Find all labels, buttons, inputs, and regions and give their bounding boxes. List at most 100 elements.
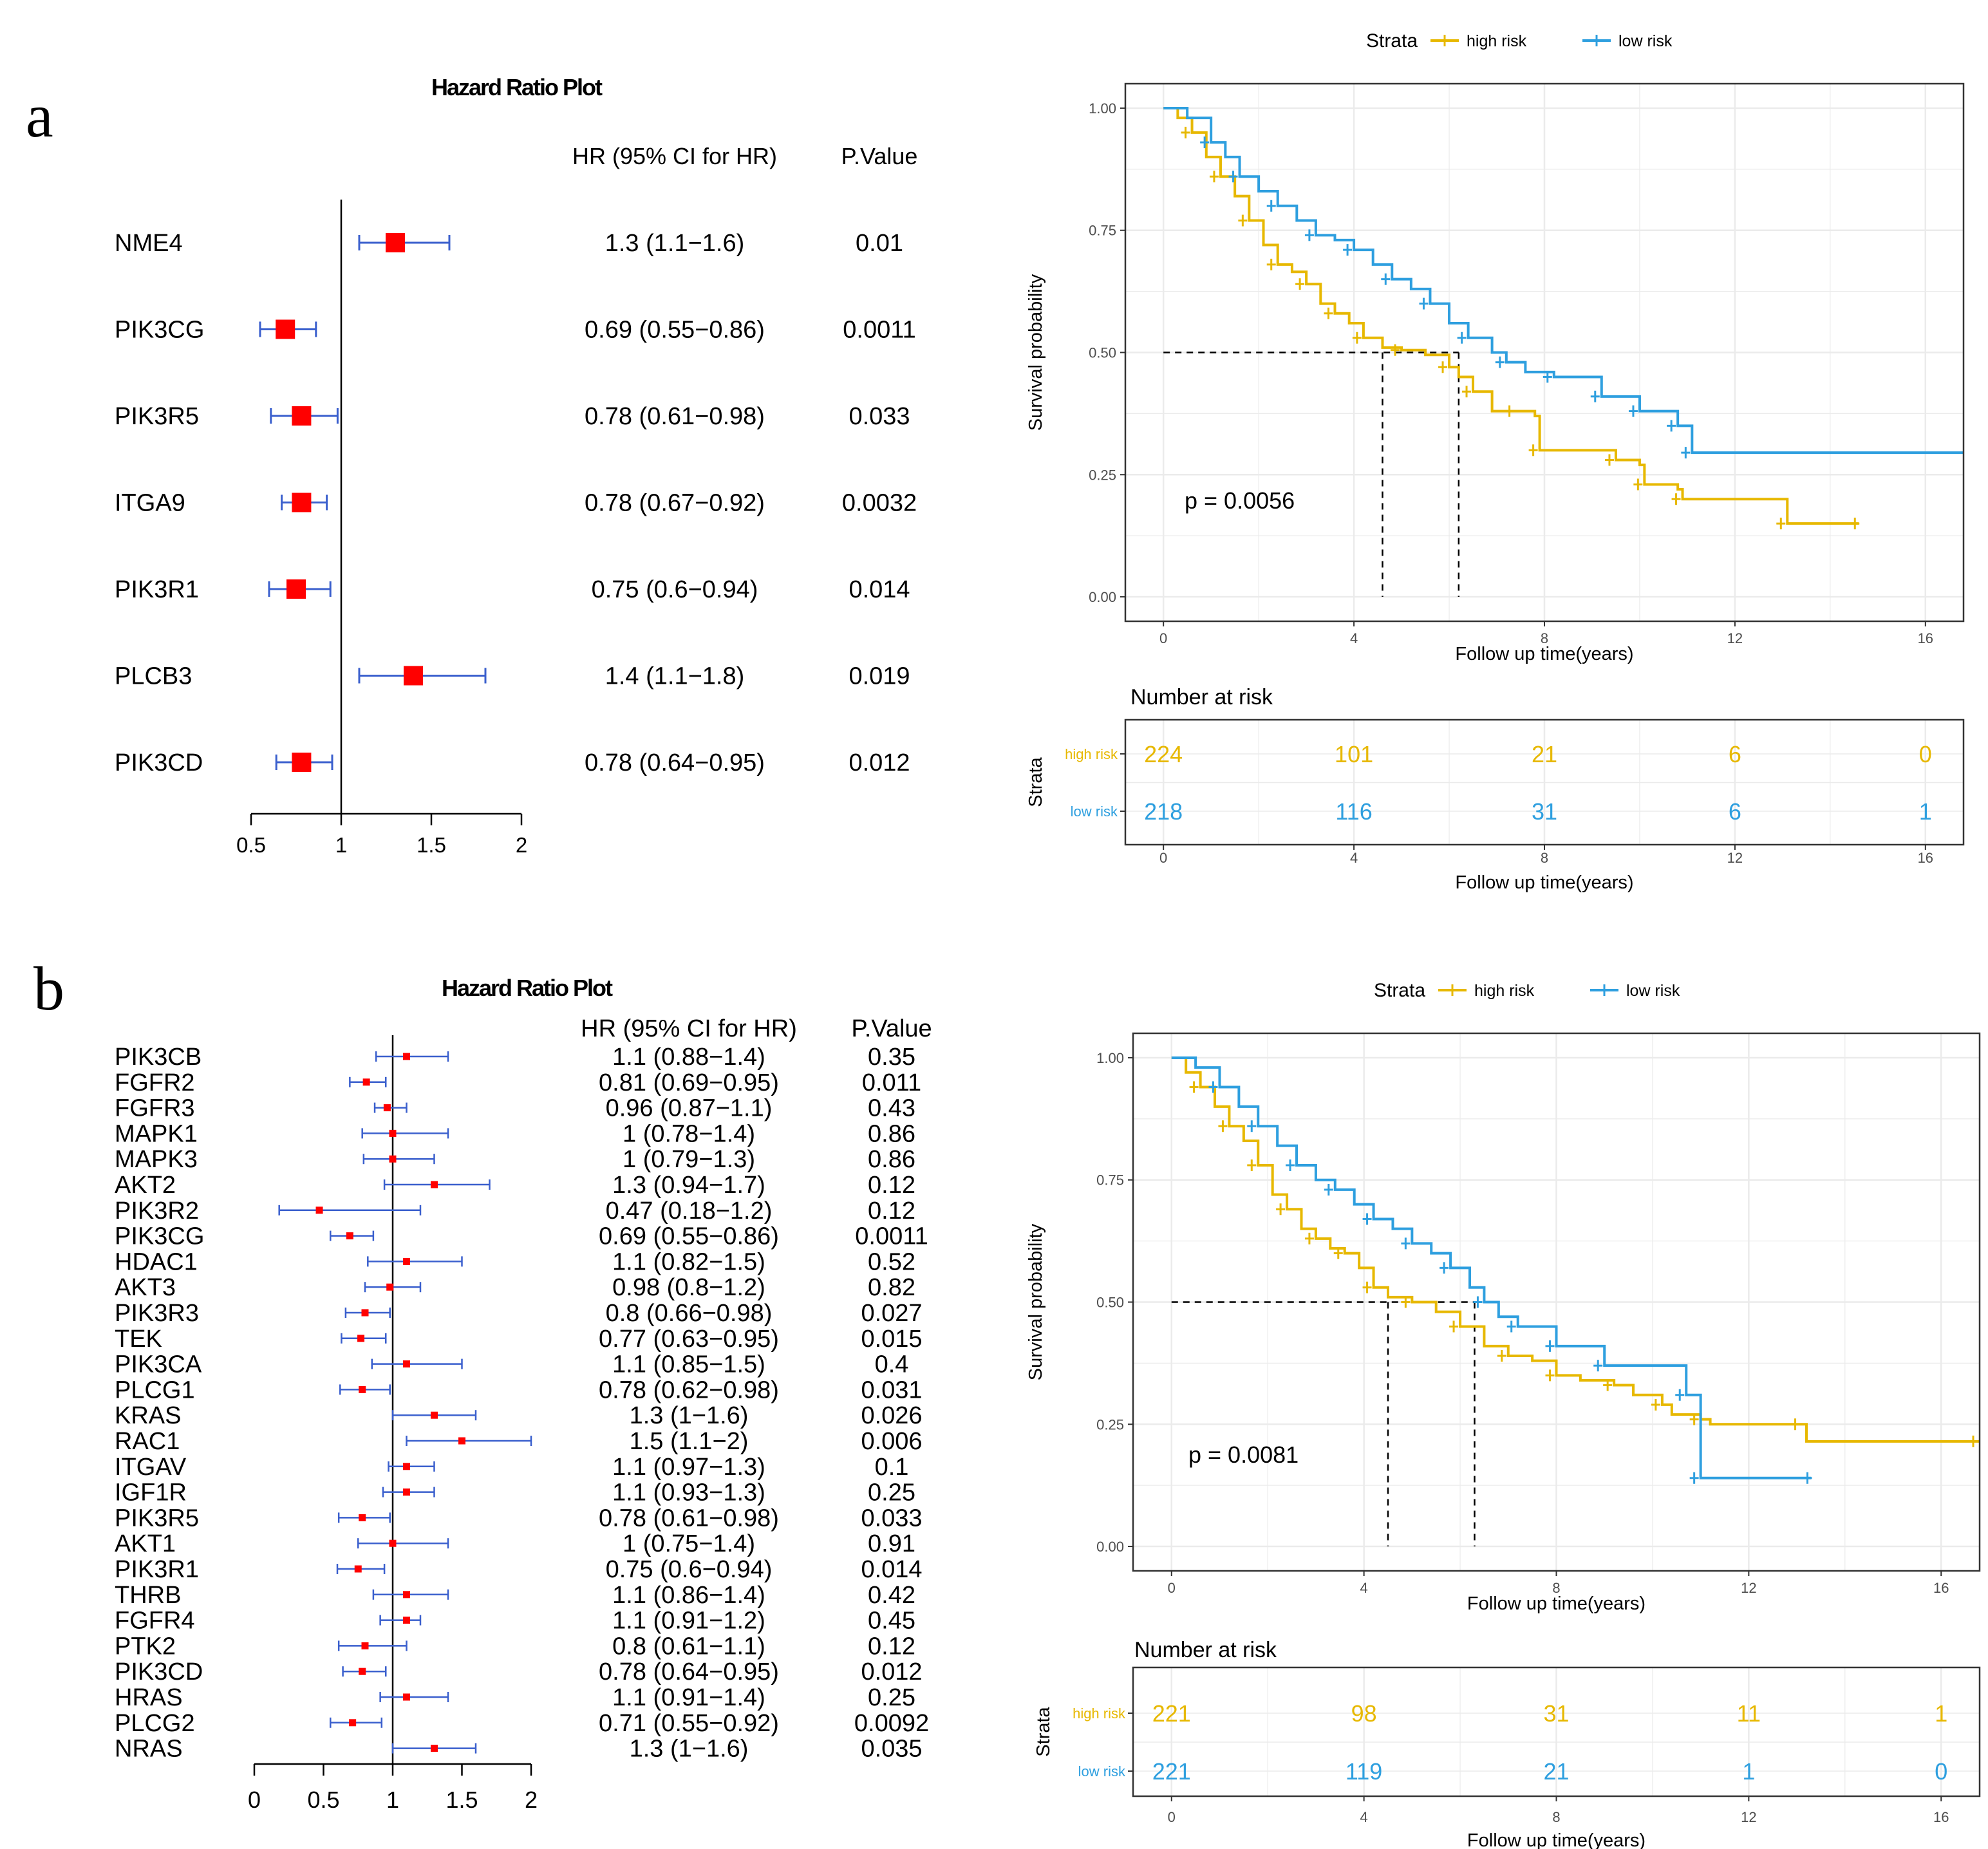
hr-marker xyxy=(359,1385,366,1393)
y-axis-label: Survival probability xyxy=(1026,1223,1046,1380)
gene-label: HRAS xyxy=(115,1684,183,1711)
y-tick-label: 0.75 xyxy=(1096,1172,1124,1188)
p-value: 0.027 xyxy=(861,1300,922,1327)
p-value: 0.86 xyxy=(868,1120,915,1147)
km-legend: Strata high risk low risk xyxy=(1366,30,1673,52)
risk-x-tick-label: 0 xyxy=(1159,850,1167,866)
x-axis-label: Follow up time(years) xyxy=(1467,1593,1646,1614)
risk-count-low: 221 xyxy=(1152,1758,1191,1785)
km-gridlines xyxy=(1133,1033,1980,1571)
gene-label: PIK3R1 xyxy=(115,1556,199,1583)
risk-count-high: 6 xyxy=(1729,741,1741,767)
forest-x-tick-label: 2 xyxy=(525,1787,538,1813)
hr-ci-value: 0.78 (0.61−0.98) xyxy=(585,403,765,430)
hr-ci-value: 1 (0.75−1.4) xyxy=(623,1530,755,1557)
risk-x-tick-label: 16 xyxy=(1918,850,1933,866)
risk-x-tick-label: 4 xyxy=(1360,1809,1368,1825)
hr-marker xyxy=(315,1206,323,1214)
km-plot-a: Strata high risk low risk 0.00 0.25 0.50 0.75 1… xyxy=(1026,30,1965,893)
risk-row-label-high: high risk xyxy=(1073,1705,1126,1722)
risk-x-tick-label: 4 xyxy=(1350,850,1358,866)
hr-ci-value: 1.1 (0.91−1.2) xyxy=(612,1608,765,1635)
risk-count-high: 0 xyxy=(1919,741,1932,767)
risk-x-tick-label: 16 xyxy=(1933,1809,1949,1825)
p-value: 0.1 xyxy=(875,1454,909,1481)
hr-marker xyxy=(357,1335,365,1342)
hr-ci-value: 0.75 (0.6−0.94) xyxy=(606,1556,773,1583)
gene-label: TEK xyxy=(115,1326,162,1353)
hr-marker xyxy=(292,406,312,426)
p-value: 0.01 xyxy=(856,230,903,257)
hr-marker xyxy=(292,753,312,772)
risk-table-title: Number at risk xyxy=(1134,1638,1277,1662)
legend-title: Strata xyxy=(1366,30,1418,52)
p-value: 0.015 xyxy=(861,1326,922,1353)
hr-ci-value: 0.8 (0.61−1.1) xyxy=(612,1633,765,1660)
legend-title: Strata xyxy=(1374,980,1425,1001)
risk-count-low: 218 xyxy=(1144,798,1183,825)
km-legend: Strata high risk low risk xyxy=(1374,980,1680,1001)
p-value-label: p = 0.0081 xyxy=(1188,1441,1299,1468)
gene-label: PLCB3 xyxy=(115,663,192,690)
y-tick-label: 0.25 xyxy=(1089,467,1116,483)
p-value: 0.033 xyxy=(861,1505,922,1532)
forest-x-tick-label: 0 xyxy=(248,1787,261,1813)
hr-marker xyxy=(403,1591,410,1599)
p-value: 0.43 xyxy=(868,1095,915,1122)
hr-ci-value: 0.78 (0.62−0.98) xyxy=(599,1376,779,1403)
p-value: 0.91 xyxy=(868,1530,915,1557)
hr-ci-value: 0.77 (0.63−0.95) xyxy=(599,1326,779,1353)
gene-label: PLCG1 xyxy=(115,1376,195,1403)
gene-label: PIK3R5 xyxy=(115,1505,199,1532)
p-value: 0.25 xyxy=(868,1479,915,1506)
hr-ci-value: 1.1 (0.85−1.5) xyxy=(612,1351,765,1378)
hr-ci-value: 0.96 (0.87−1.1) xyxy=(606,1095,773,1122)
forest-x-tick-label: 1.5 xyxy=(417,833,446,857)
hr-marker xyxy=(276,319,295,339)
hr-ci-value: 0.78 (0.67−0.92) xyxy=(585,490,765,517)
risk-count-low: 21 xyxy=(1543,1758,1569,1785)
hr-marker xyxy=(431,1181,438,1188)
gene-label: PIK3R5 xyxy=(115,403,199,430)
hr-marker xyxy=(403,1463,410,1470)
hr-ci-value: 1.4 (1.1−1.8) xyxy=(605,663,745,690)
hr-ci-value: 1.3 (1.1−1.6) xyxy=(605,230,745,257)
p-value: 0.25 xyxy=(868,1684,915,1711)
p-value: 0.026 xyxy=(861,1402,922,1429)
p-value: 0.4 xyxy=(875,1351,909,1378)
risk-table: Number at risk high risk low risk Strata 224… xyxy=(1026,685,1965,893)
survival-curve-low-risk xyxy=(1171,1056,1812,1479)
hr-ci-value: 0.71 (0.55−0.92) xyxy=(599,1710,779,1737)
gene-label: RAC1 xyxy=(115,1428,180,1455)
hr-marker xyxy=(286,579,306,599)
x-axis-label: Follow up time(years) xyxy=(1455,644,1633,664)
gene-label: NME4 xyxy=(115,230,183,257)
gene-label: PIK3R1 xyxy=(115,576,199,603)
risk-count-low: 116 xyxy=(1335,798,1372,825)
km-panel-border xyxy=(1124,82,1965,623)
p-value: 0.12 xyxy=(868,1633,915,1660)
p-value: 0.0032 xyxy=(842,490,917,517)
hr-ci-value: 1.1 (0.97−1.3) xyxy=(612,1454,765,1481)
gene-label: PIK3R3 xyxy=(115,1300,199,1327)
hr-ci-value: 1.1 (0.93−1.3) xyxy=(612,1479,765,1506)
hr-marker xyxy=(361,1309,369,1317)
hr-ci-value: 0.75 (0.6−0.94) xyxy=(592,576,758,603)
risk-count-low: 0 xyxy=(1935,1758,1947,1785)
gene-label: AKT3 xyxy=(115,1274,176,1301)
risk-count-high: 1 xyxy=(1935,1700,1947,1727)
hr-marker xyxy=(292,493,312,512)
forest-x-tick-label: 1.5 xyxy=(445,1787,478,1813)
hr-marker xyxy=(403,1360,410,1368)
hr-ci-value: 1.1 (0.88−1.4) xyxy=(612,1044,765,1071)
hr-marker xyxy=(349,1719,357,1727)
p-value: 0.12 xyxy=(868,1197,915,1225)
survival-curve-low-risk xyxy=(1163,106,1964,455)
forest-x-tick-label: 1 xyxy=(335,833,347,857)
p-value: 0.82 xyxy=(868,1274,915,1301)
p-value: 0.035 xyxy=(861,1736,922,1763)
p-value: 0.35 xyxy=(868,1044,915,1071)
risk-count-high: 31 xyxy=(1543,1700,1569,1727)
hr-marker xyxy=(431,1745,438,1752)
p-value-label: p = 0.0056 xyxy=(1185,487,1295,514)
